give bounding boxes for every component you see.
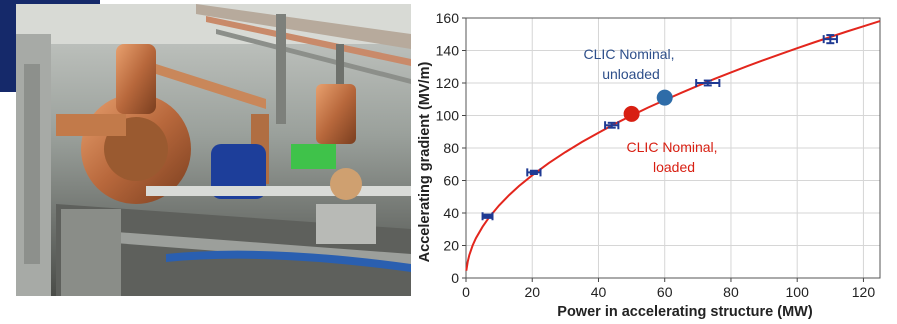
measurement-point [822,34,838,45]
measurement-point [481,212,494,221]
x-tick-label: 120 [852,284,876,300]
annotation-unloaded: CLIC Nominal, unloaded [584,46,679,82]
x-tick-label: 20 [524,284,540,300]
y-tick-label: 40 [443,205,459,221]
gradient-vs-power-chart: 0 20 40 60 80 100 120 140 160 0 20 40 60 80 100 120 Ac… [417,10,881,320]
measurement-point [604,121,620,130]
y-tick-label: 120 [436,75,460,91]
annotation-loaded-line1: CLIC Nominal, [627,139,718,155]
x-axis-label: Power in accelerating structure (MW) [557,304,813,320]
annotation-loaded: CLIC Nominal, loaded [627,139,722,175]
y-tick-label: 80 [443,140,459,156]
x-tick-labels: 0 20 40 60 80 100 120 [462,284,875,300]
x-tick-label: 100 [786,284,810,300]
clic-nominal-unloaded-point [656,89,673,106]
plot-frame [465,17,881,279]
y-tick-label: 160 [436,10,460,26]
fit-curve-layer [465,20,881,271]
nominal-points [623,89,673,122]
x-tick-label: 80 [723,284,739,300]
y-tick-labels: 0 20 40 60 80 100 120 140 160 [436,10,460,286]
y-tick-label: 100 [436,108,460,124]
y-tick-label: 60 [443,173,459,189]
accelerator-photo [16,4,411,296]
annotation-unloaded-line1: CLIC Nominal, [584,46,675,62]
measurement-point [695,79,721,87]
x-tick-label: 40 [591,284,607,300]
axes [462,17,881,282]
y-tick-label: 140 [436,43,460,59]
y-tick-label: 0 [451,270,459,286]
annotation-unloaded-line2: unloaded [602,66,660,82]
measurement-point [526,168,542,177]
y-tick-label: 20 [443,238,459,254]
clic-nominal-loaded-point [623,105,640,122]
x-tick-label: 0 [462,284,470,300]
fit-curve [465,20,881,271]
x-tick-label: 60 [657,284,673,300]
y-axis-label: Accelerating gradient (MV/m) [417,62,433,263]
measurement-points [481,34,838,221]
annotation-loaded-line2: loaded [653,159,695,175]
